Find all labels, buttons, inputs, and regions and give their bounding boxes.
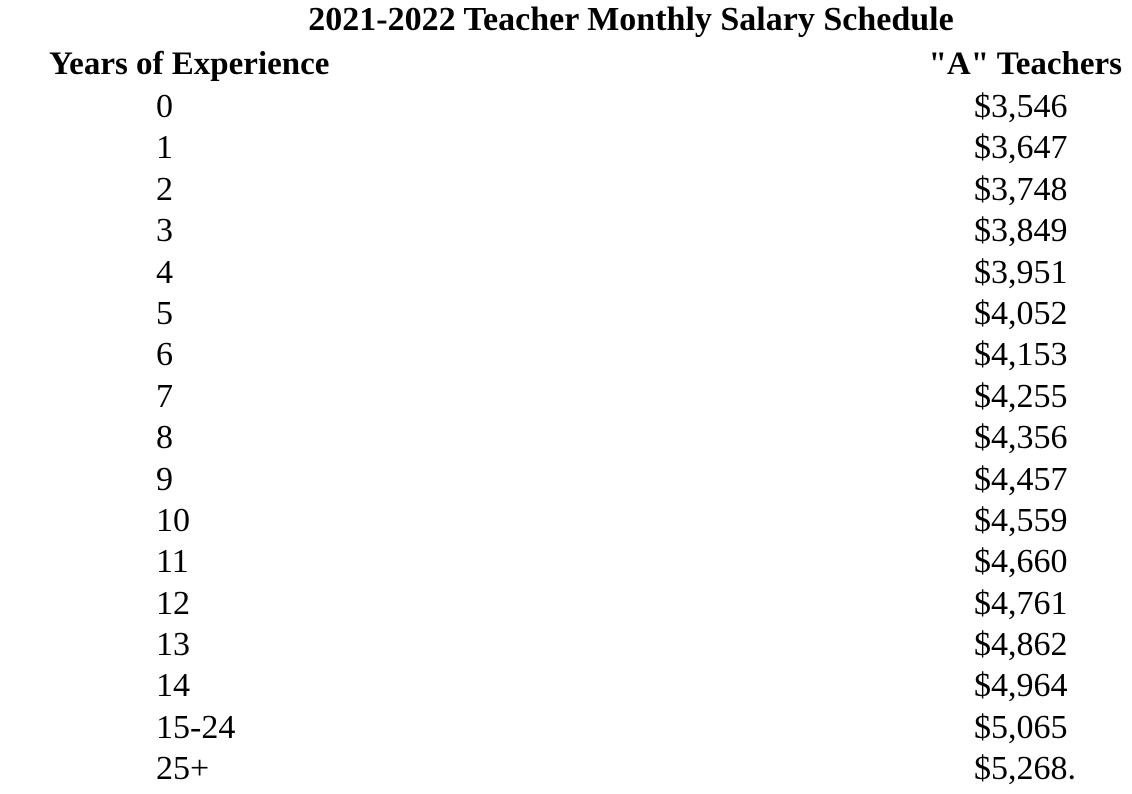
salary-cell: $3,849	[974, 212, 1068, 250]
years-cell: 8	[156, 419, 173, 457]
salary-table: 0 $3,546 1 $3,647 2 $3,748 3 $3,849 4 $3…	[0, 86, 1132, 790]
years-cell: 14	[156, 667, 190, 705]
salary-cell: $4,559	[974, 501, 1068, 539]
table-row: 8 $4,356	[0, 417, 1132, 458]
table-row: 2 $3,748	[0, 169, 1132, 210]
years-cell: 15-24	[156, 708, 236, 746]
table-row: 7 $4,255	[0, 376, 1132, 417]
salary-cell: $4,255	[974, 377, 1068, 415]
years-cell: 7	[156, 377, 173, 415]
years-cell: 0	[156, 88, 173, 125]
years-cell: 13	[156, 626, 190, 664]
table-row: 14 $4,964	[0, 665, 1132, 706]
salary-cell: $4,862	[974, 626, 1068, 664]
salary-cell: $4,660	[974, 543, 1068, 581]
salary-cell: $3,546	[974, 88, 1068, 125]
years-cell: 10	[156, 501, 190, 539]
table-row: 1 $3,647	[0, 127, 1132, 168]
years-cell: 4	[156, 253, 173, 291]
table-row: 6 $4,153	[0, 334, 1132, 375]
table-row: 12 $4,761	[0, 583, 1132, 624]
table-row: 5 $4,052	[0, 293, 1132, 334]
salary-cell: $4,457	[974, 460, 1068, 498]
years-cell: 2	[156, 170, 173, 208]
table-row: 11 $4,660	[0, 541, 1132, 582]
years-cell: 12	[156, 584, 190, 622]
years-cell: 11	[156, 543, 189, 581]
salary-cell: $3,647	[974, 129, 1068, 167]
column-header-a-teachers: "A" Teachers	[928, 46, 1122, 82]
salary-cell: $5,065	[974, 708, 1068, 746]
years-cell: 3	[156, 212, 173, 250]
table-row: 0 $3,546	[0, 86, 1132, 127]
years-cell: 1	[156, 129, 173, 167]
years-cell: 25+	[156, 750, 210, 788]
column-header-years: Years of Experience	[49, 46, 330, 82]
table-row: 3 $3,849	[0, 210, 1132, 251]
years-cell: 5	[156, 294, 173, 332]
years-cell: 6	[156, 336, 173, 374]
salary-cell: $4,964	[974, 667, 1068, 705]
page-title: 2021-2022 Teacher Monthly Salary Schedul…	[308, 1, 954, 38]
table-row: 10 $4,559	[0, 500, 1132, 541]
years-cell: 9	[156, 460, 173, 498]
salary-cell: $4,153	[974, 336, 1068, 374]
salary-cell: $3,951	[974, 253, 1068, 291]
table-row: 13 $4,862	[0, 624, 1132, 665]
salary-cell: $4,761	[974, 584, 1068, 622]
table-row: 4 $3,951	[0, 252, 1132, 293]
salary-cell: $3,748	[974, 170, 1068, 208]
table-row: 15-24 $5,065	[0, 707, 1132, 748]
salary-cell: $5,268.	[974, 750, 1076, 788]
table-row: 25+ $5,268.	[0, 748, 1132, 789]
salary-cell: $4,052	[974, 294, 1068, 332]
table-row: 9 $4,457	[0, 459, 1132, 500]
salary-cell: $4,356	[974, 419, 1068, 457]
